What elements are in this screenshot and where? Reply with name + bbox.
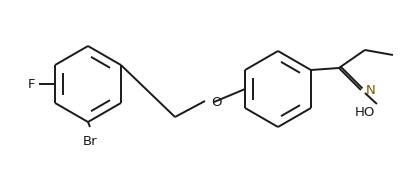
Text: O: O xyxy=(211,95,222,108)
Text: HO: HO xyxy=(355,106,375,119)
Text: N: N xyxy=(366,84,375,98)
Text: F: F xyxy=(27,77,35,91)
Text: Br: Br xyxy=(83,135,97,148)
